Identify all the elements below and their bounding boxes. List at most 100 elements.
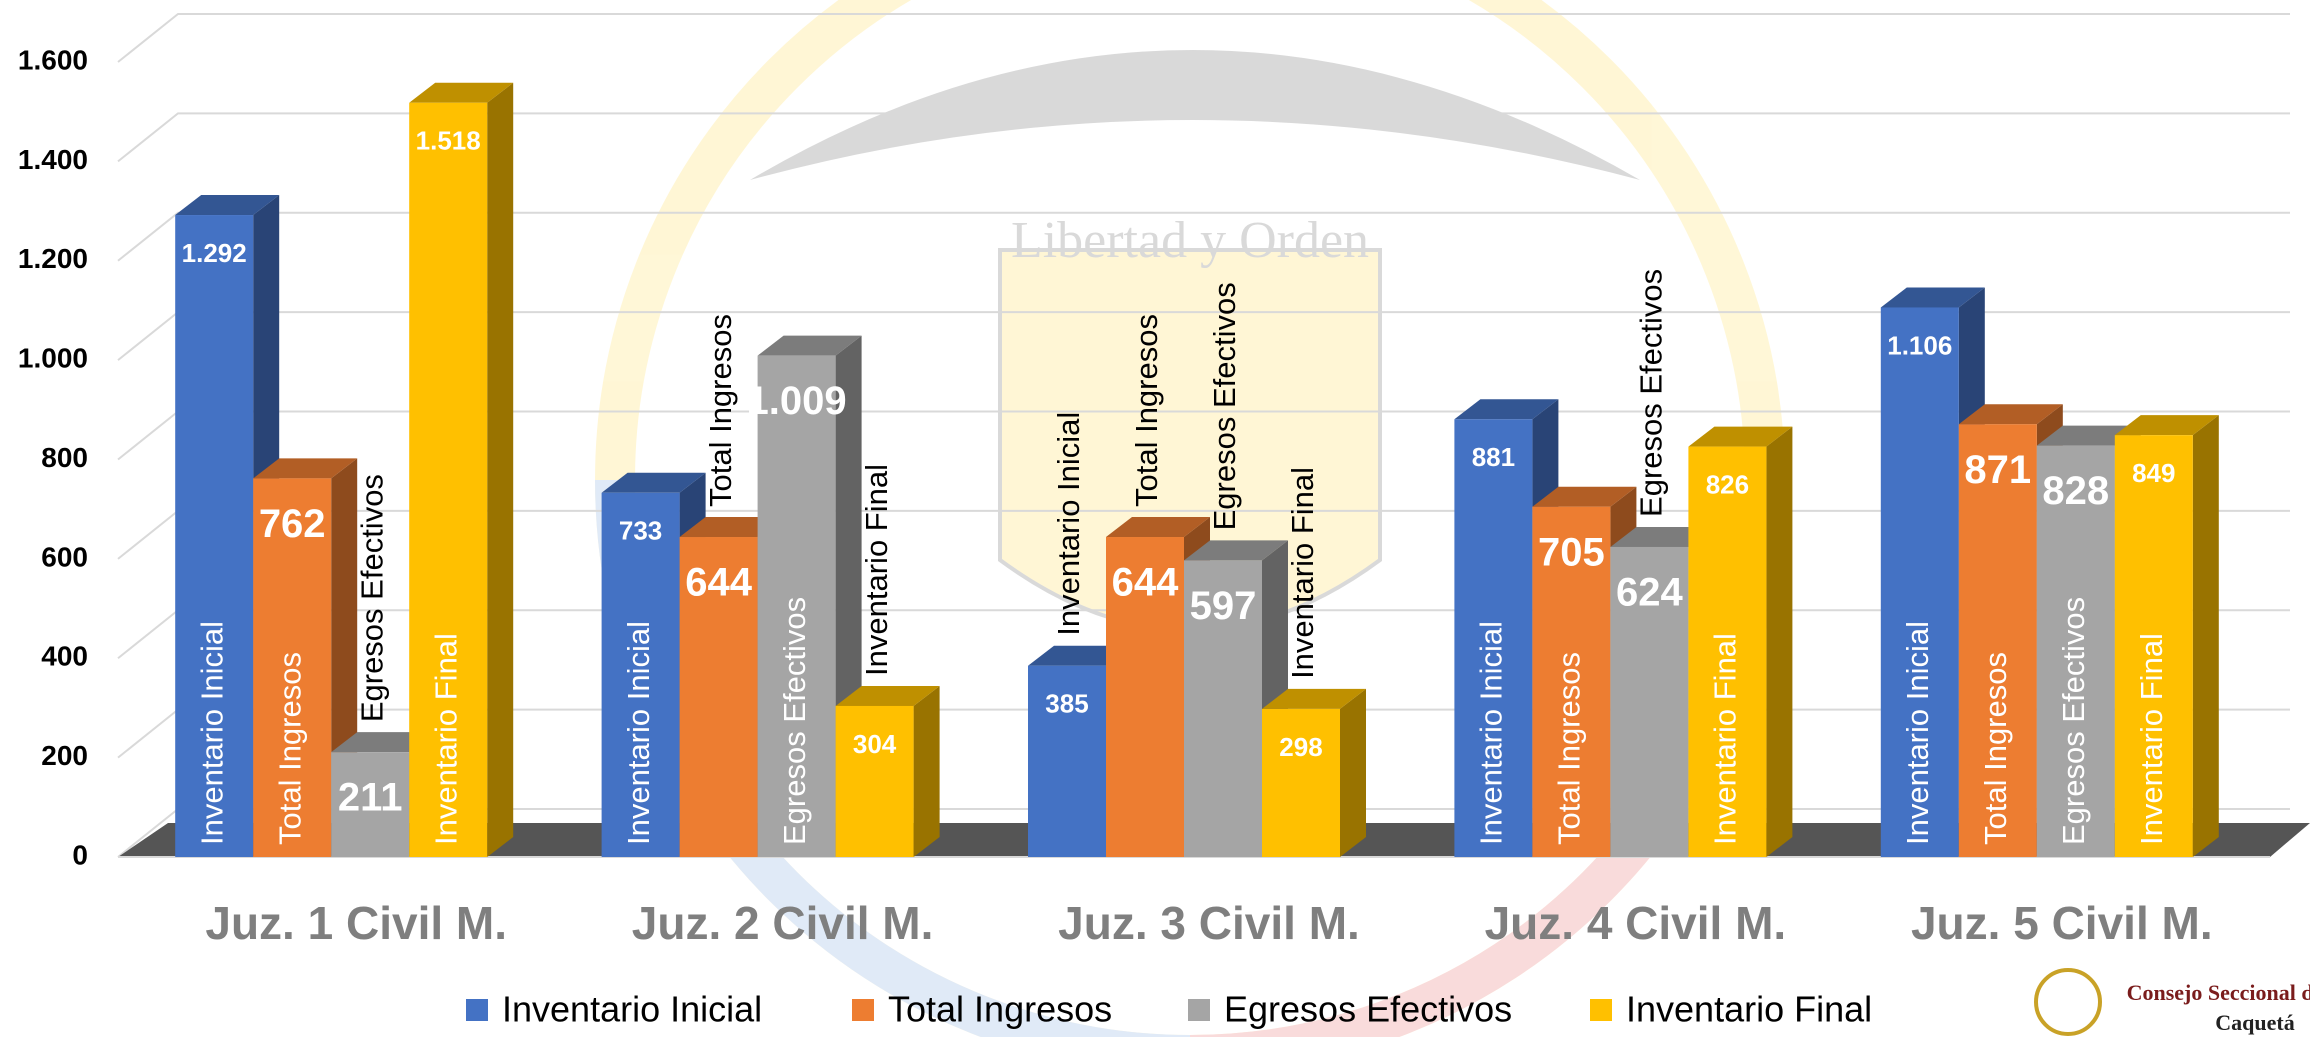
y-tick-label: 1.200 [18, 243, 88, 274]
logo-text: Caquetá [2215, 1010, 2294, 1035]
value-label: 644 [685, 561, 752, 605]
bar-top [1958, 404, 2063, 425]
value-label: 733 [619, 516, 662, 546]
bar [1262, 688, 1366, 857]
legend-label: Inventario Inicial [502, 989, 762, 1030]
x-tick-label: Juz. 3 Civil M. [1058, 897, 1360, 949]
bar-top [1184, 540, 1288, 561]
legend-swatch [1590, 999, 1612, 1021]
value-label: 1.518 [416, 126, 481, 156]
legend-swatch [1188, 999, 1210, 1021]
series-name-label: Egresos Efectivos [1207, 282, 1242, 530]
series-name-label: Inventario Final [2134, 633, 2169, 845]
value-label: 298 [1279, 732, 1322, 762]
grid-line [117, 13, 2290, 63]
bar-top [1262, 688, 1366, 709]
y-tick-label: 1.000 [18, 343, 88, 374]
bar-side [1766, 426, 1793, 857]
bar-front [1532, 506, 1611, 857]
series-name-label: Total Ingresos [1978, 652, 2013, 845]
bar-front [2114, 435, 2193, 857]
bar-front [331, 752, 410, 857]
value-label: 849 [2132, 458, 2175, 488]
bar [409, 82, 514, 857]
bar-top [1688, 426, 1793, 447]
bar-front [253, 478, 332, 857]
bar [2114, 415, 2219, 857]
grid-line [117, 112, 2290, 163]
y-tick-label: 400 [41, 641, 88, 672]
legend-swatch [466, 999, 488, 1021]
value-label: 304 [853, 729, 897, 759]
y-tick-label: 800 [41, 442, 88, 473]
y-tick-label: 200 [41, 740, 88, 771]
value-label: 1.009 [747, 379, 847, 423]
bar-top [175, 195, 280, 216]
watermark-eagle [750, 50, 1640, 180]
bar-front [835, 705, 914, 857]
bar-top [757, 335, 862, 356]
series-name-label: Total Ingresos [1552, 652, 1587, 845]
bar-front [1184, 560, 1262, 857]
bar-top [1880, 287, 1985, 308]
bar-front [1880, 307, 1959, 857]
legend-swatch [852, 999, 874, 1021]
bar-front [1028, 665, 1106, 857]
logo-seal [2034, 968, 2102, 1036]
value-label: 644 [1112, 561, 1179, 605]
bar-side [2192, 415, 2219, 857]
series-name-label: Inventario Inicial [1474, 621, 1509, 845]
x-tick-label: Juz. 5 Civil M. [1911, 897, 2213, 949]
series-name-label: Egresos Efectivos [1634, 269, 1669, 517]
value-label: 881 [1472, 442, 1515, 472]
bar-front [1106, 537, 1184, 857]
bar-front [1262, 708, 1340, 857]
legend-label: Egresos Efectivos [1224, 989, 1512, 1030]
bar-top [1106, 517, 1210, 538]
value-label: 624 [1616, 571, 1683, 615]
y-tick-label: 600 [41, 541, 88, 572]
series-name-label: Inventario Inicial [1051, 412, 1086, 636]
y-tick-label: 1.400 [18, 144, 88, 175]
bar-front [409, 102, 488, 857]
bar-top [2114, 415, 2219, 436]
bar-front [1610, 546, 1689, 857]
series-name-label: Total Ingresos [272, 652, 307, 845]
x-tick-label: Juz. 4 Civil M. [1485, 897, 1787, 949]
value-label: 871 [1964, 448, 2031, 492]
bar-front [2036, 445, 2115, 857]
y-tick-label: 1.600 [18, 44, 88, 75]
value-label: 1.292 [182, 238, 247, 268]
bar-top [1532, 486, 1637, 507]
bar-front [175, 215, 254, 858]
bar-top [253, 458, 358, 479]
series-name-label: Total Ingresos [1129, 314, 1164, 507]
series-name-label: Inventario Inicial [1900, 621, 1935, 845]
legend-label: Inventario Final [1626, 989, 1872, 1030]
series-name-label: Inventario Final [1708, 633, 1743, 845]
bar-front [601, 492, 680, 857]
series-name-label: Inventario Final [859, 464, 894, 676]
bar-front [1688, 446, 1767, 857]
value-label: 385 [1045, 689, 1088, 719]
legend-label: Total Ingresos [888, 989, 1112, 1030]
bar-top [835, 685, 940, 706]
x-tick-label: Juz. 2 Civil M. [632, 897, 934, 949]
logo: Consejo Seccional de Caquetá [2034, 968, 2310, 1036]
watermark-motto: Libertad y Orden [1011, 212, 1369, 269]
series-name-label: Inventario Final [1285, 467, 1320, 679]
series-name-label: Total Ingresos [703, 314, 738, 507]
value-label: 1.106 [1887, 330, 1952, 360]
series-name-label: Inventario Inicial [194, 621, 229, 845]
grid-line [117, 211, 2290, 262]
bar-top [1454, 399, 1559, 420]
bar-side [913, 685, 940, 857]
value-label: 705 [1538, 530, 1605, 574]
bar [253, 458, 358, 857]
value-label: 826 [1706, 469, 1749, 499]
series-name-label: Inventario Inicial [621, 621, 656, 845]
value-label: 828 [2042, 469, 2109, 513]
bar-front [1454, 419, 1533, 857]
value-label: 762 [259, 502, 326, 546]
